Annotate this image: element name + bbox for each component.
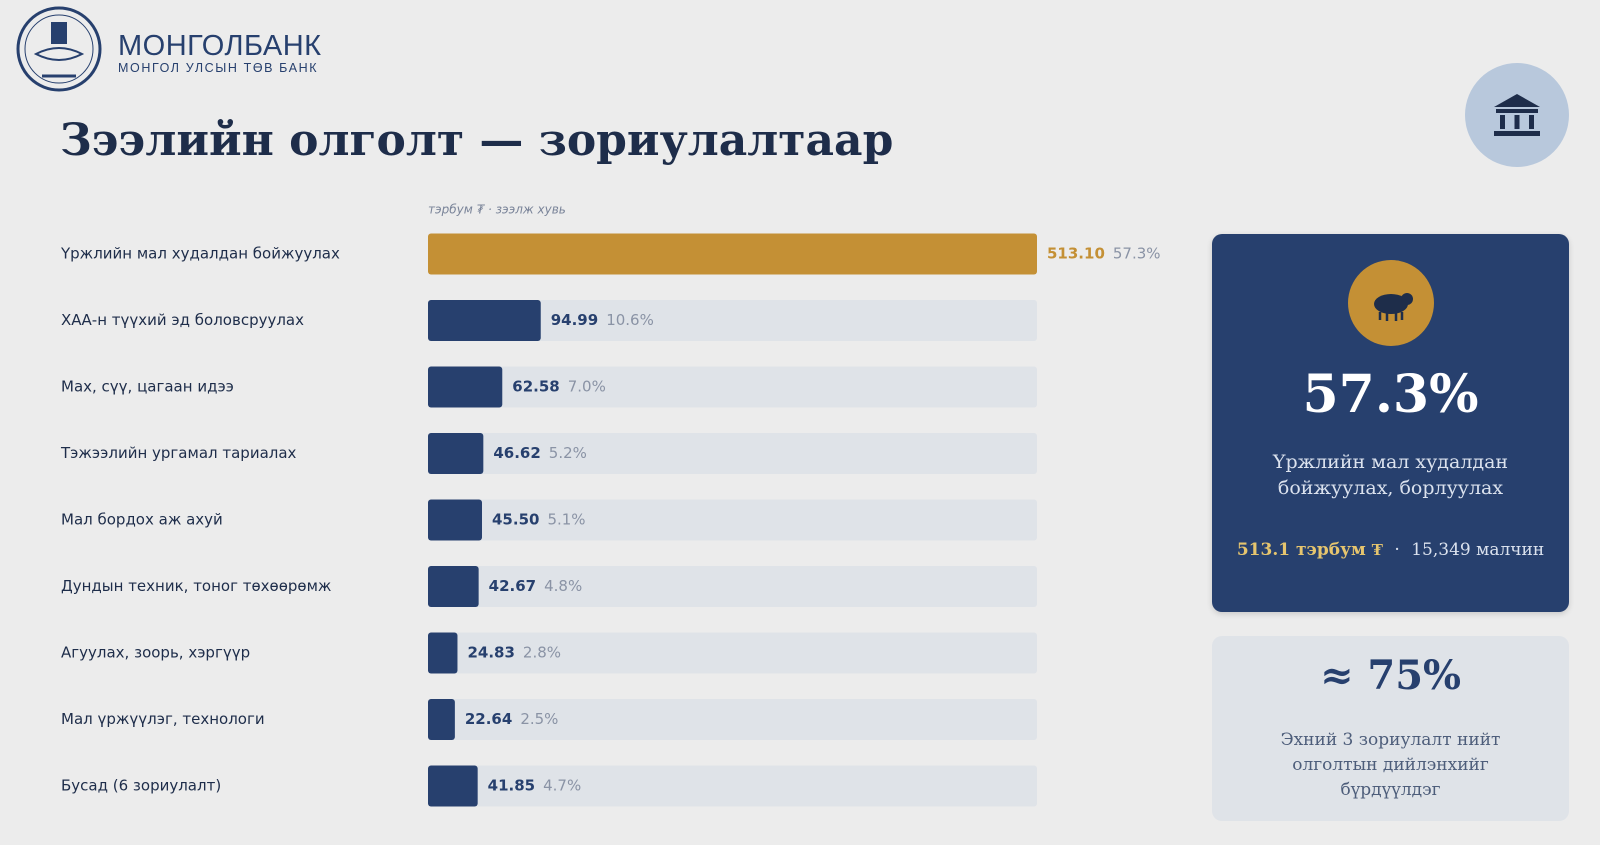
category-label: Мах, сүү, цагаан идээ xyxy=(61,378,234,396)
value-label: 22.64 xyxy=(465,710,512,728)
card-footer: 513.1 тэрбум ₮ · 15,349 малчин xyxy=(1236,540,1545,560)
category-label: Үржлийн мал худалдан бойжуулах xyxy=(60,245,340,263)
bar xyxy=(428,632,458,674)
bar xyxy=(428,765,478,807)
highlight-card: 57.3% Үржлийн мал худалдан бойжуулах, бо… xyxy=(1212,234,1569,612)
summary-card: ≈ 75% Эхний 3 зориулалт нийт олголтын ди… xyxy=(1212,636,1569,821)
brand-name: МОНГОЛБАНК xyxy=(118,30,322,62)
bar-track xyxy=(428,300,1037,341)
share-label: 2.5% xyxy=(520,710,558,728)
share-label: 7.0% xyxy=(568,378,606,396)
value-label: 62.58 xyxy=(512,378,559,396)
bar-track xyxy=(428,499,1037,541)
bar-track xyxy=(428,566,1037,607)
value-label: 94.99 xyxy=(551,311,598,329)
category-label: Бусад (6 зориулалт) xyxy=(61,777,221,795)
brand-subtitle: МОНГОЛ УЛСЫН ТӨВ БАНК xyxy=(118,61,319,75)
bar-track xyxy=(428,699,1037,740)
share-label: 10.6% xyxy=(606,311,654,329)
share-label: 5.2% xyxy=(549,444,587,462)
value-label: 42.67 xyxy=(489,577,536,595)
logo xyxy=(16,6,102,92)
share-label: 4.8% xyxy=(544,577,582,595)
value-label: 41.85 xyxy=(488,777,535,795)
card-text: Үржлийн мал худалдан бойжуулах, борлуула… xyxy=(1272,451,1509,499)
card-icon xyxy=(1348,260,1434,346)
bar xyxy=(428,366,503,408)
bar xyxy=(428,699,455,740)
share-label: 2.8% xyxy=(523,644,561,662)
brand: МОНГОЛБАНК МОНГОЛ УЛСЫН ТӨВ БАНК xyxy=(118,30,322,75)
value-label: 46.62 xyxy=(493,444,540,462)
share-label: 5.1% xyxy=(547,511,585,529)
bank-icon xyxy=(1465,63,1569,167)
axis-label: тэрбум ₮ · зээлж хувь xyxy=(428,203,566,217)
bar-track xyxy=(428,765,1037,807)
category-label: Мал бордох аж ахуй xyxy=(61,511,223,529)
card-text: Эхний 3 зориулалт нийт олголтын дийлэнхи… xyxy=(1280,730,1501,800)
card-amount: 513.1 тэрбум ₮ xyxy=(1236,540,1383,560)
category-label: Агуулах, зоорь, хэргүүр xyxy=(61,644,250,662)
bar-track xyxy=(428,366,1037,408)
card-value: 57.3% xyxy=(1302,364,1479,425)
category-label: ХАА-н түүхий эд боловсруулах xyxy=(61,311,304,329)
card-herders: 15,349 малчин xyxy=(1411,540,1545,560)
title: Зээлийн олголт — зориулалтаар xyxy=(60,115,894,166)
bar-track xyxy=(428,632,1037,674)
value-label: 513.10 xyxy=(1047,245,1105,263)
bar xyxy=(428,499,483,541)
category-label: Дундын техник, тоног төхөөрөмж xyxy=(61,577,331,595)
bar xyxy=(428,300,541,341)
value-label: 45.50 xyxy=(492,511,539,529)
bar xyxy=(428,433,484,474)
share-label: 57.3% xyxy=(1113,245,1161,263)
bar-track xyxy=(428,433,1037,474)
chart: тэрбум ₮ · зээлж хувь Үржлийн мал худалд… xyxy=(60,203,1161,807)
category-label: Тэжээлийн ургамал тариалах xyxy=(60,444,297,462)
bar xyxy=(428,566,479,607)
value-label: 24.83 xyxy=(467,644,514,662)
bar xyxy=(428,233,1037,275)
share-label: 4.7% xyxy=(543,777,581,795)
category-label: Мал үржүүлэг, технологи xyxy=(61,710,265,728)
card-value: ≈ 75% xyxy=(1319,652,1462,699)
